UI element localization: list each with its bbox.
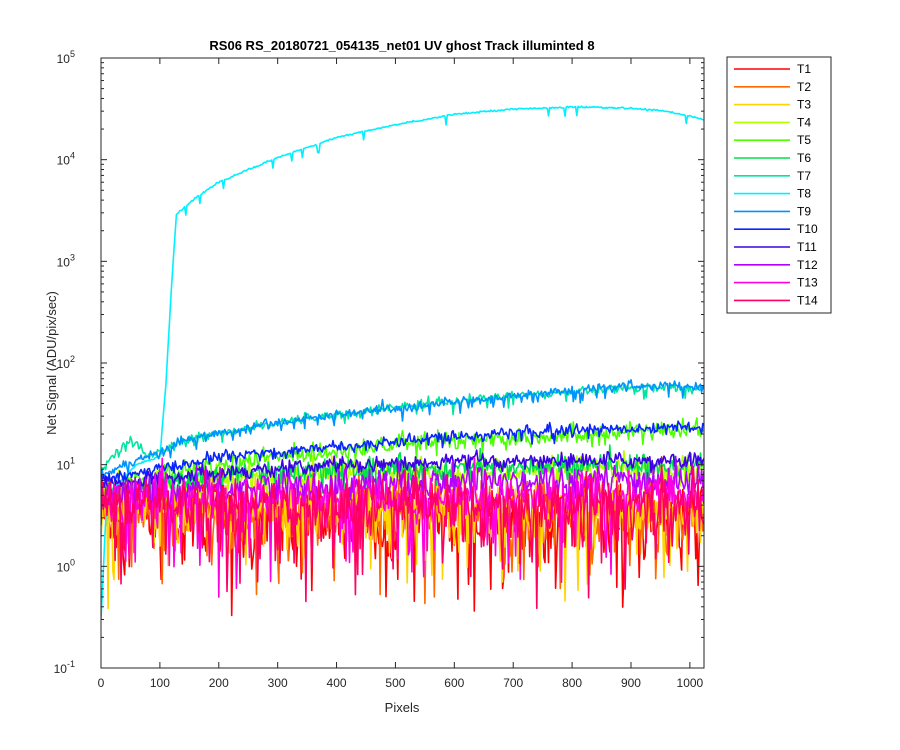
x-tick-label: 1000 <box>677 676 704 690</box>
x-tick-label: 0 <box>98 676 105 690</box>
series-line-t11 <box>101 449 704 499</box>
x-tick-label: 600 <box>444 676 464 690</box>
legend-box <box>726 56 832 314</box>
series-group <box>101 105 704 620</box>
legend-label-t9: T9 <box>797 204 811 218</box>
y-tick-label: 102 <box>57 354 75 371</box>
series-line-t14 <box>101 464 704 610</box>
x-tick-label: 500 <box>385 676 405 690</box>
y-tick-label: 104 <box>57 151 75 168</box>
legend-label-t11: T11 <box>797 240 817 254</box>
series-line-t9 <box>101 379 704 479</box>
legend-label-t13: T13 <box>797 276 818 290</box>
x-tick-label: 900 <box>621 676 641 690</box>
legend-label-t2: T2 <box>797 80 811 94</box>
x-tick-label: 200 <box>209 676 229 690</box>
y-axis-label: Net Signal (ADU/pix/sec) <box>44 291 59 435</box>
y-tick-label: 10-1 <box>54 659 75 676</box>
chart-title: RS06 RS_20180721_054135_net01 UV ghost T… <box>209 38 594 53</box>
plot-area <box>101 58 704 668</box>
legend-label-t6: T6 <box>797 151 811 165</box>
legend-label-t3: T3 <box>797 98 811 112</box>
y-axis: 10-1 100 101 102 103 104 105 <box>54 49 704 676</box>
x-tick-label: 400 <box>327 676 347 690</box>
y-tick-label: 101 <box>57 456 75 473</box>
x-tick-label: 800 <box>562 676 582 690</box>
legend-label-t12: T12 <box>797 258 818 272</box>
legend-label-t10: T10 <box>797 222 818 236</box>
legend-label-t4: T4 <box>797 115 811 129</box>
x-axis-label: Pixels <box>385 700 420 715</box>
y-tick-label: 100 <box>57 557 75 574</box>
series-line-t10 <box>101 420 704 485</box>
legend-label-t8: T8 <box>797 187 811 201</box>
legend: T1 T2 T3 T4 T5 T6 T7 T8 T9 T10 T11 T12 T13 T14 <box>726 56 832 314</box>
legend-label-t14: T14 <box>797 293 818 307</box>
legend-label-t7: T7 <box>797 169 811 183</box>
x-tick-label: 100 <box>150 676 170 690</box>
y-tick-label: 105 <box>57 49 75 66</box>
legend-label-t5: T5 <box>797 133 811 147</box>
x-axis: 0 100 200 300 400 500 600 700 800 900 1000 <box>98 58 704 690</box>
x-tick-label: 700 <box>503 676 523 690</box>
x-tick-label: 300 <box>268 676 288 690</box>
series-line-t8 <box>101 105 704 620</box>
y-tick-label: 103 <box>57 252 75 269</box>
legend-label-t1: T1 <box>797 62 811 76</box>
